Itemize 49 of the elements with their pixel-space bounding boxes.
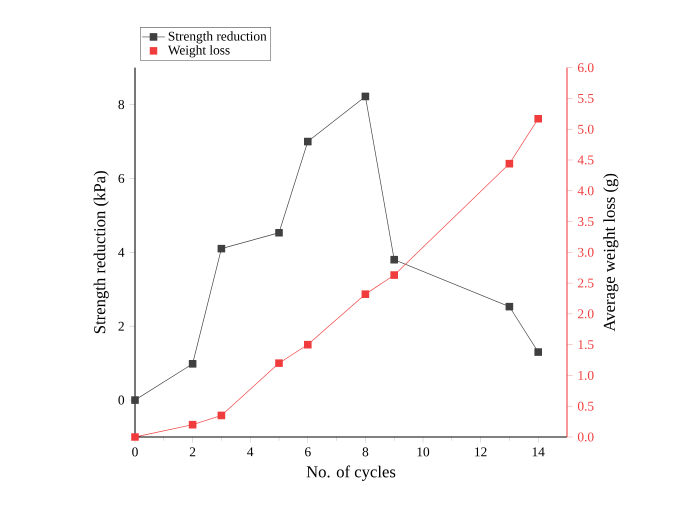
y2-tick-label: 2.0 xyxy=(578,309,594,318)
point xyxy=(506,160,514,168)
point xyxy=(362,92,370,100)
y2-tick-label: 1.0 xyxy=(578,370,594,380)
point xyxy=(304,138,312,146)
y-tick-label: 8 xyxy=(118,100,124,110)
y-tick-label: 2 xyxy=(118,322,124,331)
point xyxy=(275,359,283,367)
point xyxy=(362,290,370,298)
point xyxy=(218,244,226,252)
y-tick-label: 0 xyxy=(118,396,124,405)
y2-tick-label: 0.5 xyxy=(578,402,594,411)
point xyxy=(188,420,196,428)
y-tick-label: 4 xyxy=(118,248,124,257)
y2-tick-label: 3.0 xyxy=(578,248,594,257)
x-tick-label: 12 xyxy=(475,447,487,456)
point xyxy=(304,340,312,348)
x-tick-label: 4 xyxy=(247,447,254,456)
y-tick-label: 6 xyxy=(118,174,124,183)
point xyxy=(131,433,139,441)
y2-tick-label: 4.0 xyxy=(578,186,594,196)
x-axis-title: No. of cycles xyxy=(306,466,396,481)
y2-tick-label: 4.5 xyxy=(578,156,594,164)
point xyxy=(390,271,398,279)
y2-tick-label: 5.0 xyxy=(578,124,594,134)
y-axis-title: Strength reduction (kPa) xyxy=(94,171,109,334)
point xyxy=(188,360,196,368)
point xyxy=(390,256,398,264)
y2-axis-title: Average weight loss (g) xyxy=(603,174,618,332)
y2-tick-label: 1.5 xyxy=(578,340,594,350)
x-tick-label: 2 xyxy=(190,447,196,456)
y2-tick-label: 2.5 xyxy=(578,278,594,288)
x-tick-label: 14 xyxy=(532,447,545,456)
point xyxy=(534,348,542,356)
x-tick-label: 10 xyxy=(418,447,430,456)
x-tick-label: 8 xyxy=(362,447,368,456)
x-tick-label: 6 xyxy=(305,447,311,456)
point xyxy=(506,302,514,310)
point xyxy=(131,396,139,404)
y2-tick-label: 3.5 xyxy=(578,217,594,226)
point xyxy=(275,228,283,237)
y2-tick-label: 0.0 xyxy=(578,432,594,442)
point xyxy=(218,412,226,420)
y2-tick-label: 5.5 xyxy=(578,94,594,103)
x-tick-label: 0 xyxy=(132,447,138,456)
point xyxy=(534,114,542,123)
legend-label: Strength reduction xyxy=(168,31,267,44)
legend-label: Weight loss xyxy=(168,45,230,58)
y2-tick-label: 6.0 xyxy=(578,63,594,72)
